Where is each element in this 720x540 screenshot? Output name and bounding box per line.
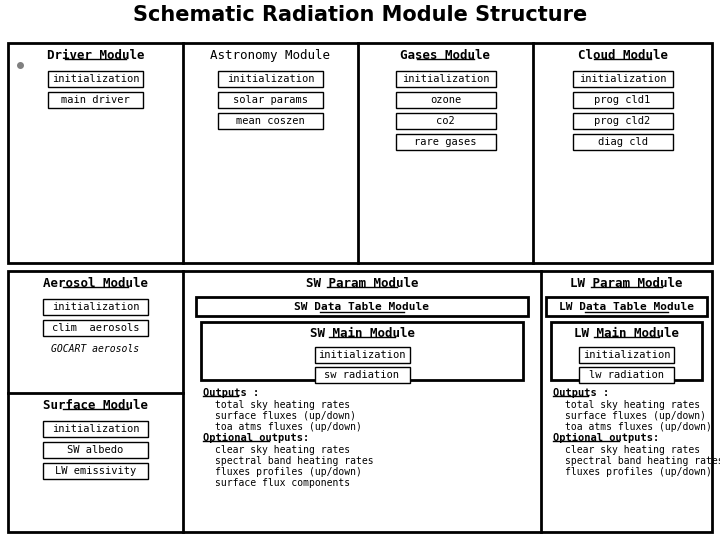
Bar xyxy=(315,367,410,383)
Text: LW Data Table Module: LW Data Table Module xyxy=(559,301,694,312)
Text: main driver: main driver xyxy=(61,95,130,105)
Text: LW Main Module: LW Main Module xyxy=(574,327,679,340)
Text: SW Main Module: SW Main Module xyxy=(310,327,415,340)
Bar xyxy=(48,71,143,87)
Text: spectral band heating rates: spectral band heating rates xyxy=(565,456,720,466)
Bar xyxy=(218,92,323,108)
Text: co2: co2 xyxy=(436,116,455,126)
Text: total sky heating rates: total sky heating rates xyxy=(215,400,350,410)
Text: spectral band heating rates: spectral band heating rates xyxy=(215,456,374,466)
Text: clim  aerosols: clim aerosols xyxy=(52,323,139,333)
Text: ozone: ozone xyxy=(430,95,461,105)
Text: GOCART aerosols: GOCART aerosols xyxy=(51,344,140,354)
Text: Aerosol Module: Aerosol Module xyxy=(43,277,148,290)
Text: initialization: initialization xyxy=(582,350,670,360)
Bar xyxy=(43,320,148,336)
Bar xyxy=(395,92,495,108)
Text: toa atms fluxes (up/down): toa atms fluxes (up/down) xyxy=(565,422,712,432)
Text: Driver Module: Driver Module xyxy=(47,49,144,62)
Text: prog cld2: prog cld2 xyxy=(595,116,651,126)
Bar xyxy=(572,92,672,108)
Text: diag cld: diag cld xyxy=(598,137,647,147)
Text: LW emissivity: LW emissivity xyxy=(55,466,136,476)
Text: Optional outputs:: Optional outputs: xyxy=(553,433,660,443)
Bar xyxy=(218,71,323,87)
Text: SW Param Module: SW Param Module xyxy=(306,277,418,290)
Bar xyxy=(395,71,495,87)
Text: initialization: initialization xyxy=(579,74,666,84)
Bar xyxy=(579,367,674,383)
Text: toa atms fluxes (up/down): toa atms fluxes (up/down) xyxy=(215,422,362,432)
Text: LW Param Module: LW Param Module xyxy=(570,277,683,290)
Text: Outputs :: Outputs : xyxy=(203,388,259,398)
Text: initialization: initialization xyxy=(402,74,490,84)
Text: surface flux components: surface flux components xyxy=(215,478,350,488)
Text: total sky heating rates: total sky heating rates xyxy=(565,400,700,410)
Bar xyxy=(551,322,702,380)
Bar xyxy=(43,421,148,437)
Bar xyxy=(395,113,495,129)
Text: Gases Module: Gases Module xyxy=(400,49,490,62)
Text: initialization: initialization xyxy=(52,74,139,84)
Text: SW Data Table Module: SW Data Table Module xyxy=(294,301,430,312)
Text: fluxes profiles (up/down): fluxes profiles (up/down) xyxy=(215,467,362,477)
Text: surface fluxes (up/down): surface fluxes (up/down) xyxy=(215,411,356,421)
Bar xyxy=(43,299,148,315)
Text: solar params: solar params xyxy=(233,95,308,105)
Text: initialization: initialization xyxy=(52,302,139,312)
Text: rare gases: rare gases xyxy=(414,137,477,147)
Bar xyxy=(8,271,712,532)
Text: sw radiation: sw radiation xyxy=(325,370,400,380)
Text: mean coszen: mean coszen xyxy=(236,116,305,126)
Bar xyxy=(43,442,148,458)
Text: initialization: initialization xyxy=(227,74,314,84)
Text: lw radiation: lw radiation xyxy=(589,370,664,380)
Bar xyxy=(43,463,148,479)
Text: clear sky heating rates: clear sky heating rates xyxy=(565,445,700,455)
Text: Outputs :: Outputs : xyxy=(553,388,609,398)
Text: Surface Module: Surface Module xyxy=(43,399,148,412)
Text: initialization: initialization xyxy=(52,424,139,434)
Text: Cloud Module: Cloud Module xyxy=(577,49,667,62)
Text: surface fluxes (up/down): surface fluxes (up/down) xyxy=(565,411,706,421)
Text: Optional outputs:: Optional outputs: xyxy=(203,433,310,443)
Bar xyxy=(572,113,672,129)
Bar xyxy=(196,297,528,316)
Bar xyxy=(8,43,712,263)
Text: Astronomy Module: Astronomy Module xyxy=(210,49,330,62)
Bar xyxy=(572,71,672,87)
Bar xyxy=(572,134,672,150)
Bar xyxy=(395,134,495,150)
Bar xyxy=(579,347,674,363)
Bar xyxy=(546,297,707,316)
Bar xyxy=(201,322,523,380)
Bar xyxy=(315,347,410,363)
Text: initialization: initialization xyxy=(318,350,406,360)
Text: prog cld1: prog cld1 xyxy=(595,95,651,105)
Text: SW albedo: SW albedo xyxy=(68,445,124,455)
Bar xyxy=(48,92,143,108)
Text: Schematic Radiation Module Structure: Schematic Radiation Module Structure xyxy=(133,5,587,25)
Text: clear sky heating rates: clear sky heating rates xyxy=(215,445,350,455)
Bar xyxy=(218,113,323,129)
Text: fluxes profiles (up/down): fluxes profiles (up/down) xyxy=(565,467,712,477)
